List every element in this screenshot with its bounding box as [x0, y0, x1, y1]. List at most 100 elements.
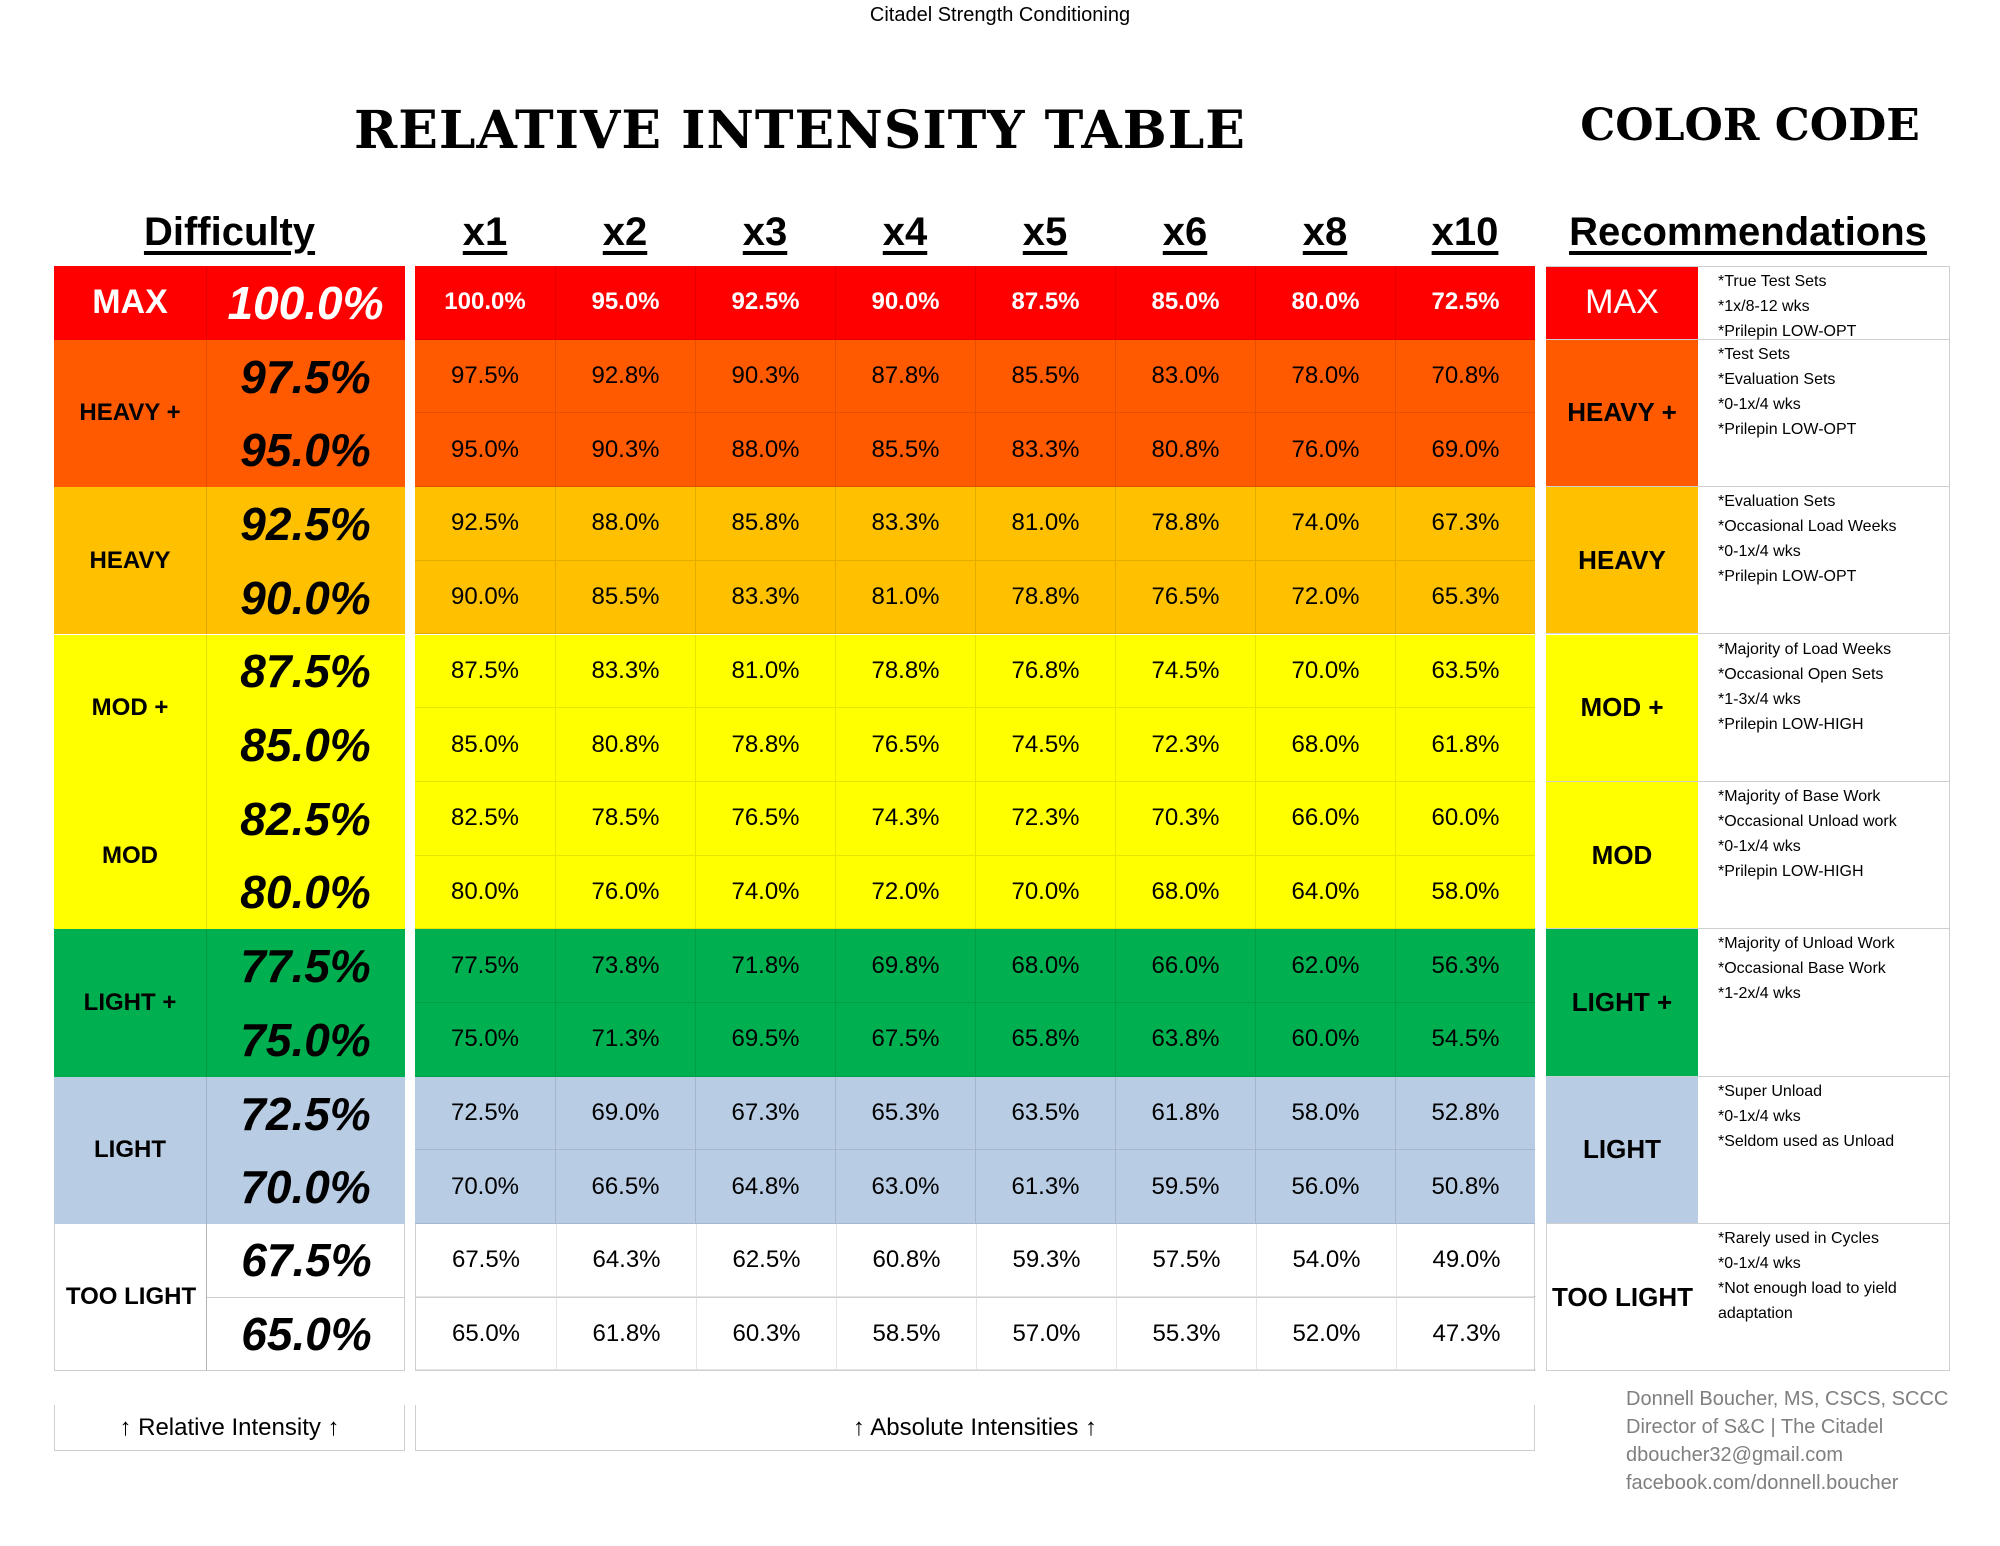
absolute-intensity-cell: 63.8%	[1115, 1003, 1255, 1077]
absolute-intensity-cell: 65.3%	[1395, 560, 1535, 635]
recommendation-block: MAX *True Test Sets *1x/8-12 wks *Prilepin …	[1546, 266, 1950, 340]
relative-intensity-cell: 67.5%	[206, 1224, 405, 1298]
divider	[206, 339, 207, 488]
absolute-intensity-cell: 82.5%	[415, 782, 555, 856]
absolute-intensity-cell: 58.5%	[836, 1297, 976, 1371]
relative-intensity-cell: 95.0%	[206, 413, 405, 488]
recommendation-note: *Occasional Load Weeks	[1718, 518, 1897, 536]
recommendation-note: *True Test Sets	[1718, 273, 1827, 290]
absolute-intensity-cell: 92.5%	[415, 487, 555, 561]
recommendation-note: *Occasional Base Work	[1718, 960, 1886, 978]
difficulty-level: MAX	[54, 266, 206, 340]
divider	[206, 1076, 207, 1225]
absolute-intensity-cell: 61.3%	[975, 1150, 1115, 1225]
absolute-intensity-cell: 65.0%	[416, 1298, 556, 1371]
absolute-intensity-cell: 80.8%	[1115, 413, 1255, 488]
absolute-intensity-cell: 69.8%	[835, 929, 975, 1003]
absolute-intensity-cell: 69.5%	[695, 1003, 835, 1077]
relative-intensity-cell: 70.0%	[206, 1150, 405, 1225]
difficulty-level: MOD	[54, 781, 206, 930]
recommendation-note: *Prilepin LOW-OPT	[1718, 323, 1857, 340]
divider	[206, 487, 207, 635]
rep-header: x4	[882, 210, 928, 254]
difficulty-level-label: MAX	[92, 283, 168, 322]
absolute-intensity-cell: 64.3%	[556, 1224, 696, 1297]
difficulty-level-label: LIGHT	[94, 1136, 166, 1164]
recommendation-note: *Majority of Load Weeks	[1718, 640, 1892, 658]
table-row: 92.5% 88.0% 85.8% 83.3% 81.0% 78.8% 74.0% 67.3%	[415, 487, 1535, 561]
organization-name: Citadel Strength Conditioning	[869, 4, 1131, 26]
contact-email: dboucher32@gmail.com	[1626, 1444, 1844, 1466]
recommendation-block: LIGHT + *Majority of Unload Work *Occasion…	[1546, 929, 1950, 1077]
absolute-intensity-cell: 67.5%	[416, 1224, 556, 1297]
absolute-intensity-cell: 83.3%	[835, 487, 975, 561]
relative-intensity-cell: 85.0%	[206, 708, 405, 782]
absolute-intensity-cell: 95.0%	[415, 413, 555, 488]
absolute-intensity-cell: 72.3%	[975, 781, 1115, 856]
divider	[206, 634, 207, 782]
table-row: 77.5% 73.8% 71.8% 69.8% 68.0% 66.0% 62.0% 56.3%	[415, 929, 1535, 1003]
absolute-intensity-cell: 60.0%	[1255, 1003, 1395, 1077]
absolute-intensity-cell: 71.3%	[555, 1003, 695, 1077]
absolute-intensity-cell: 61.8%	[1395, 708, 1535, 782]
recommendation-note: *Prilepin LOW-HIGH	[1718, 715, 1864, 733]
relative-intensity-cell: 92.5%	[206, 487, 405, 561]
relative-intensity-value: 80.0%	[240, 866, 371, 919]
recommendation-note: *Seldom used as Unload	[1718, 1132, 1895, 1150]
absolute-intensity-cell: 67.5%	[835, 1003, 975, 1077]
recommendation-note: *0-1x/4 wks	[1718, 1107, 1801, 1125]
absolute-intensity-cell: 76.0%	[555, 855, 695, 930]
recommendations-column: MAX *True Test Sets *1x/8-12 wks *Prilepin …	[1546, 266, 1950, 1372]
absolute-intensity-cell: 78.8%	[1115, 487, 1255, 561]
absolute-intensity-cell: 68.0%	[1115, 855, 1255, 930]
absolute-intensity-cell: 90.3%	[555, 413, 695, 488]
recommendation-level-label: MOD	[1546, 781, 1698, 929]
absolute-intensity-cell: 74.5%	[1115, 634, 1255, 709]
absolute-intensity-cell: 74.3%	[835, 781, 975, 856]
absolute-intensity-cell: 76.5%	[1115, 560, 1255, 635]
relative-intensity-caption: ↑ Relative Intensity ↑	[54, 1405, 405, 1451]
difficulty-level-label: MOD	[102, 841, 158, 869]
recommendation-note: *Evaluation Sets	[1718, 370, 1836, 388]
absolute-intensity-cell: 81.0%	[975, 487, 1115, 561]
absolute-intensity-cell: 59.3%	[976, 1224, 1116, 1297]
absolute-intensity-cell: 75.0%	[415, 1003, 555, 1077]
table-row: 80.0% 76.0% 74.0% 72.0% 70.0% 68.0% 64.0% 58.0%	[415, 855, 1535, 930]
relative-intensity-cell: 97.5%	[206, 339, 405, 414]
recommendation-notes: *Majority of Unload Work *Occasional Base…	[1706, 931, 1946, 1006]
table-row: 67.5% 64.3% 62.5% 60.8% 59.3% 57.5% 54.0% 49.0%	[415, 1224, 1536, 1298]
absolute-intensity-cell: 90.0%	[415, 561, 555, 635]
absolute-intensity-cell: 74.5%	[975, 708, 1115, 782]
table-row: 70.0% 66.5% 64.8% 63.0% 61.3% 59.5% 56.0% 50.8%	[415, 1150, 1535, 1225]
recommendation-note: *Occasional Unload work	[1718, 812, 1897, 830]
absolute-intensity-cell: 64.0%	[1255, 855, 1395, 930]
absolute-intensity-cell: 69.0%	[1395, 413, 1535, 488]
recommendation-block: MOD *Majority of Base Work *Occasional Unl…	[1546, 781, 1950, 930]
absolute-intensity-cell: 76.0%	[1255, 413, 1395, 488]
absolute-intensity-cell: 83.3%	[555, 634, 695, 709]
recommendation-block: LIGHT *Super Unload *0-1x/4 wks *Seldom use…	[1546, 1076, 1950, 1225]
recommendation-note: adaptation	[1718, 1305, 1793, 1323]
recommendation-note: *Evaluation Sets	[1718, 493, 1836, 511]
absolute-intensity-cell: 76.8%	[975, 634, 1115, 709]
absolute-intensity-cell: 74.0%	[1255, 487, 1395, 561]
absolute-intensity-cell: 47.3%	[1396, 1297, 1536, 1371]
absolute-intensity-cell: 68.0%	[1255, 708, 1395, 782]
relative-intensity-cell: 80.0%	[206, 855, 405, 930]
absolute-intensity-cell: 50.8%	[1395, 1150, 1535, 1225]
absolute-intensity-cell: 85.5%	[835, 413, 975, 488]
relative-intensity-value: 82.5%	[240, 792, 371, 845]
absolute-intensity-cell: 67.3%	[695, 1076, 835, 1151]
absolute-intensity-cell: 70.0%	[1255, 634, 1395, 709]
difficulty-header: Difficulty	[143, 210, 316, 254]
relative-intensity-value: 85.0%	[240, 719, 371, 772]
absolute-intensity-cell: 60.8%	[836, 1224, 976, 1297]
recommendation-level-label: MOD +	[1546, 634, 1698, 781]
relative-intensity-value: 90.0%	[240, 571, 371, 624]
difficulty-level: LIGHT	[54, 1076, 206, 1225]
absolute-intensity-cell: 90.0%	[835, 266, 975, 340]
recommendation-block: HEAVY + *Test Sets *Evaluation Sets *0-1x/4…	[1546, 339, 1950, 488]
absolute-intensity-cell: 80.8%	[555, 708, 695, 782]
difficulty-level: MOD +	[54, 634, 206, 782]
absolute-intensity-cell: 83.3%	[975, 413, 1115, 488]
